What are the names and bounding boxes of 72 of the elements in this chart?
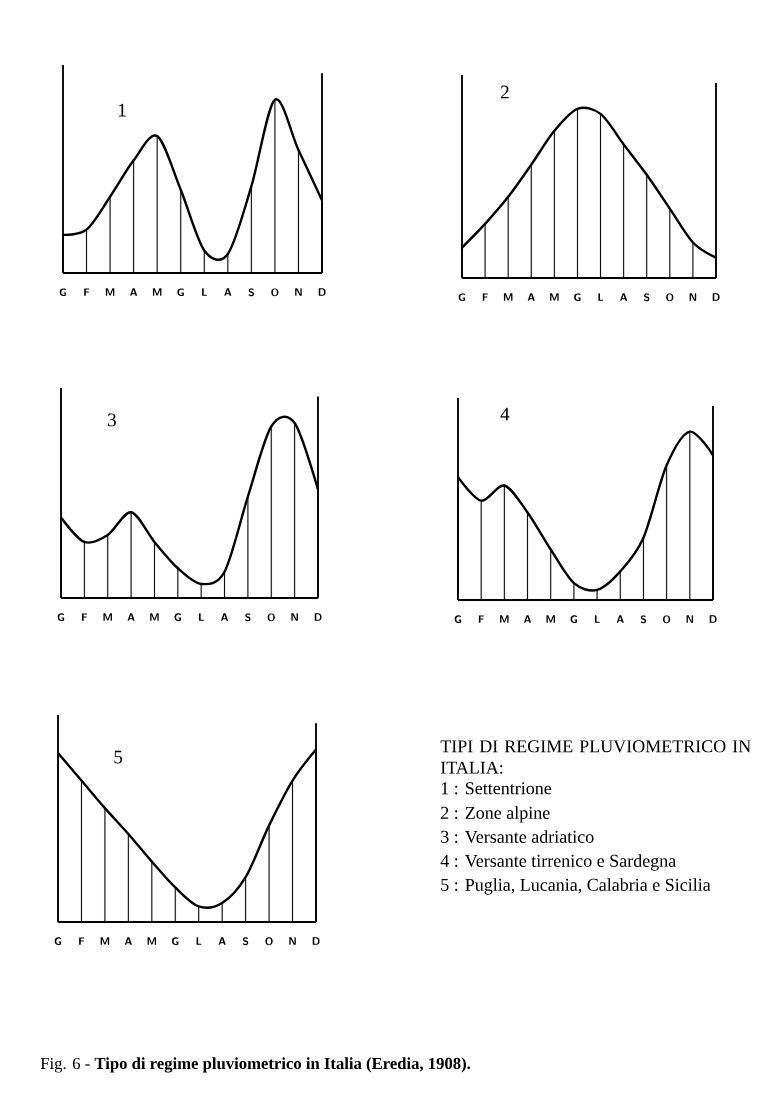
x-tick-label: O — [663, 615, 671, 624]
x-tick-label: M — [546, 615, 555, 623]
x-tick-label: O — [265, 937, 273, 946]
x-tick-label: A — [218, 937, 226, 945]
x-tick-label: A — [527, 293, 535, 301]
x-tick-label: O — [267, 613, 275, 622]
x-tick-label: A — [127, 613, 135, 621]
text: 5 : Puglia, Lucania, Calabria e Sicilia — [441, 878, 711, 895]
text: 3 : Versante adriatico — [441, 830, 594, 844]
x-tick-label: N — [689, 293, 697, 301]
chart-title: 3 — [108, 413, 116, 427]
chart-title: 4 — [500, 407, 510, 421]
x-tick-label: S — [248, 288, 254, 297]
x-tick-label: A — [524, 615, 531, 623]
x-tick-label: A — [224, 288, 232, 296]
x-tick-label: A — [124, 937, 132, 945]
x-tick-label: G — [458, 293, 466, 302]
x-tick-label: D — [712, 293, 720, 301]
x-tick-label: G — [57, 613, 65, 622]
x-tick-label: L — [199, 613, 204, 621]
chart-title: 2 — [500, 85, 509, 99]
x-tick-label: S — [242, 937, 249, 946]
x-tick-label: A — [221, 613, 228, 621]
x-tick-label: G — [174, 613, 181, 622]
x-tick-label: F — [79, 937, 85, 945]
x-tick-label: M — [105, 288, 115, 296]
text: TIPI DI REGIME PLUVIOMETRICO IN ITALIA: — [440, 740, 751, 774]
x-tick-label: G — [54, 937, 62, 946]
x-tick-label: L — [202, 288, 207, 296]
x-tick-label: G — [570, 615, 578, 624]
x-tick-label: M — [150, 613, 159, 621]
x-tick-label: D — [318, 288, 326, 296]
x-tick-label: G — [172, 937, 179, 946]
x-tick-label: M — [147, 937, 157, 945]
x-tick-label: A — [616, 615, 624, 623]
x-tick-label: G — [59, 288, 67, 297]
x-tick-label: N — [686, 615, 694, 623]
x-tick-label: A — [130, 288, 138, 296]
x-tick-label: O — [666, 293, 674, 302]
x-tick-label: M — [550, 293, 559, 301]
x-tick-label: F — [482, 293, 488, 301]
x-tick-label: S — [640, 615, 647, 624]
x-tick-label: G — [454, 615, 462, 624]
x-tick-label: N — [289, 937, 296, 945]
x-tick-label: D — [709, 615, 717, 623]
x-tick-label: N — [291, 613, 298, 621]
x-tick-label: L — [196, 937, 202, 945]
chart-title: 1 — [118, 103, 126, 117]
x-tick-label: G — [574, 293, 581, 302]
x-tick-label: D — [314, 613, 322, 621]
x-tick-label: L — [594, 615, 600, 623]
x-tick-label: M — [103, 613, 112, 621]
text: 1 : Settentrione — [441, 782, 552, 795]
x-tick-label: M — [152, 288, 162, 296]
x-tick-label: F — [478, 615, 484, 623]
x-tick-label: G — [177, 288, 184, 297]
caption: Fig. 6 - Tipo di regime pluviometrico in Italia (Eredia, 1908). — [40, 1057, 471, 1073]
x-tick-label: F — [82, 613, 88, 621]
x-tick-label: D — [312, 937, 320, 945]
text: 4 : Versante tirrenico e Sardegna — [440, 854, 676, 871]
x-tick-label: A — [620, 293, 628, 301]
x-tick-label: M — [100, 937, 110, 945]
x-tick-label: M — [503, 293, 513, 301]
x-tick-label: L — [598, 293, 604, 301]
x-tick-label: S — [245, 613, 251, 622]
chart-title: 5 — [114, 750, 123, 764]
x-tick-label: F — [84, 288, 90, 296]
x-tick-label: S — [643, 293, 650, 302]
x-tick-label: O — [271, 288, 279, 297]
x-tick-label: M — [500, 615, 509, 623]
x-tick-label: N — [295, 288, 302, 296]
text: 2 : Zone alpine — [441, 806, 550, 823]
